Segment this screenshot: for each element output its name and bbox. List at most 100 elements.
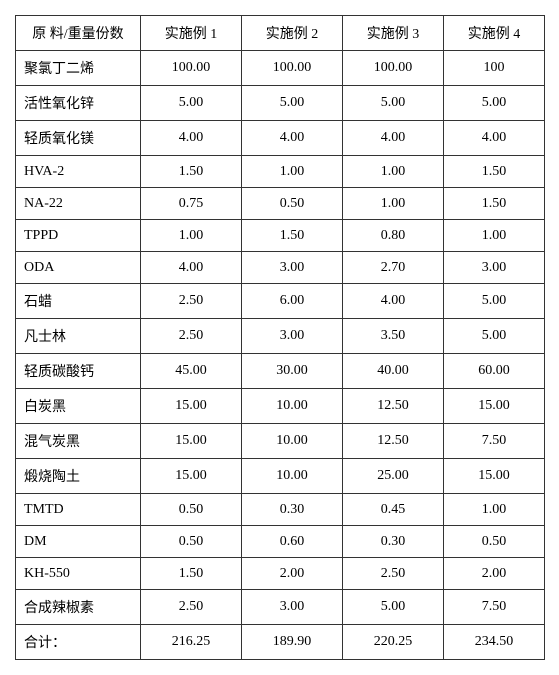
row-label: 煅烧陶土 (16, 459, 141, 494)
row-value: 4.00 (444, 121, 545, 156)
row-label: 混气炭黑 (16, 424, 141, 459)
row-value: 7.50 (444, 424, 545, 459)
row-value: 0.30 (343, 526, 444, 558)
row-value: 10.00 (242, 389, 343, 424)
row-value: 2.50 (141, 319, 242, 354)
row-value: 220.25 (343, 625, 444, 660)
row-value: 60.00 (444, 354, 545, 389)
row-value: 0.45 (343, 494, 444, 526)
row-value: 7.50 (444, 590, 545, 625)
row-value: 25.00 (343, 459, 444, 494)
row-value: 100 (444, 51, 545, 86)
row-label: 活性氧化锌 (16, 86, 141, 121)
row-label: 轻质氧化镁 (16, 121, 141, 156)
row-value: 3.00 (242, 319, 343, 354)
row-value: 1.50 (141, 558, 242, 590)
table-body: 聚氯丁二烯100.00100.00100.00100活性氧化锌5.005.005… (16, 51, 545, 660)
col-header: 实施例 1 (141, 16, 242, 51)
row-value: 15.00 (141, 389, 242, 424)
row-value: 40.00 (343, 354, 444, 389)
row-label: 合成辣椒素 (16, 590, 141, 625)
table-row: 石蜡2.506.004.005.00 (16, 284, 545, 319)
row-value: 234.50 (444, 625, 545, 660)
row-value: 1.50 (242, 220, 343, 252)
row-value: 4.00 (242, 121, 343, 156)
row-value: 216.25 (141, 625, 242, 660)
row-value: 5.00 (444, 284, 545, 319)
row-label: 聚氯丁二烯 (16, 51, 141, 86)
table-row: 轻质碳酸钙45.0030.0040.0060.00 (16, 354, 545, 389)
row-value: 2.50 (141, 284, 242, 319)
row-value: 0.80 (343, 220, 444, 252)
row-value: 1.00 (444, 494, 545, 526)
row-value: 5.00 (343, 590, 444, 625)
table-row: 合计：216.25189.90220.25234.50 (16, 625, 545, 660)
row-label: 合计： (16, 625, 141, 660)
row-value: 2.50 (141, 590, 242, 625)
row-value: 1.00 (141, 220, 242, 252)
row-value: 0.60 (242, 526, 343, 558)
table-row: 轻质氧化镁4.004.004.004.00 (16, 121, 545, 156)
row-value: 100.00 (343, 51, 444, 86)
row-value: 1.50 (444, 188, 545, 220)
row-value: 5.00 (141, 86, 242, 121)
row-value: 5.00 (444, 86, 545, 121)
row-value: 1.50 (141, 156, 242, 188)
row-value: 10.00 (242, 424, 343, 459)
row-value: 4.00 (141, 121, 242, 156)
row-value: 5.00 (343, 86, 444, 121)
row-value: 15.00 (444, 389, 545, 424)
row-value: 15.00 (141, 424, 242, 459)
row-label: 轻质碳酸钙 (16, 354, 141, 389)
row-label: 白炭黑 (16, 389, 141, 424)
row-value: 1.00 (343, 156, 444, 188)
row-value: 100.00 (242, 51, 343, 86)
row-value: 1.00 (343, 188, 444, 220)
row-value: 5.00 (242, 86, 343, 121)
row-value: 5.00 (444, 319, 545, 354)
row-value: 6.00 (242, 284, 343, 319)
table-row: TPPD1.001.500.801.00 (16, 220, 545, 252)
table-row: KH-5501.502.002.502.00 (16, 558, 545, 590)
row-value: 2.00 (242, 558, 343, 590)
row-value: 1.50 (444, 156, 545, 188)
row-value: 3.00 (242, 590, 343, 625)
row-label: KH-550 (16, 558, 141, 590)
row-label: TPPD (16, 220, 141, 252)
table-row: DM0.500.600.300.50 (16, 526, 545, 558)
row-label: TMTD (16, 494, 141, 526)
row-value: 12.50 (343, 424, 444, 459)
col-header: 原 料/重量份数 (16, 16, 141, 51)
row-label: NA-22 (16, 188, 141, 220)
row-value: 2.70 (343, 252, 444, 284)
row-value: 15.00 (141, 459, 242, 494)
table-header-row: 原 料/重量份数 实施例 1 实施例 2 实施例 3 实施例 4 (16, 16, 545, 51)
row-label: DM (16, 526, 141, 558)
table-row: 活性氧化锌5.005.005.005.00 (16, 86, 545, 121)
row-value: 45.00 (141, 354, 242, 389)
table-row: 凡士林2.503.003.505.00 (16, 319, 545, 354)
materials-table: 原 料/重量份数 实施例 1 实施例 2 实施例 3 实施例 4 聚氯丁二烯 10… (15, 15, 545, 660)
row-value: 0.50 (242, 188, 343, 220)
table-row: 聚氯丁二烯100.00100.00100.00100 (16, 51, 545, 86)
table-row: 合成辣椒素2.503.005.007.50 (16, 590, 545, 625)
row-value: 0.50 (141, 494, 242, 526)
row-label: HVA-2 (16, 156, 141, 188)
row-label: ODA (16, 252, 141, 284)
row-value: 15.00 (444, 459, 545, 494)
row-value: 4.00 (343, 121, 444, 156)
row-value: 4.00 (343, 284, 444, 319)
row-value: 3.00 (242, 252, 343, 284)
table-row: 混气炭黑15.0010.0012.507.50 (16, 424, 545, 459)
row-value: 4.00 (141, 252, 242, 284)
col-header: 实施例 2 (242, 16, 343, 51)
row-label: 凡士林 (16, 319, 141, 354)
col-header: 实施例 3 (343, 16, 444, 51)
row-value: 3.00 (444, 252, 545, 284)
table-row: 白炭黑15.0010.0012.5015.00 (16, 389, 545, 424)
row-value: 10.00 (242, 459, 343, 494)
table-row: HVA-21.501.001.001.50 (16, 156, 545, 188)
row-value: 0.50 (141, 526, 242, 558)
row-value: 1.00 (242, 156, 343, 188)
row-value: 3.50 (343, 319, 444, 354)
